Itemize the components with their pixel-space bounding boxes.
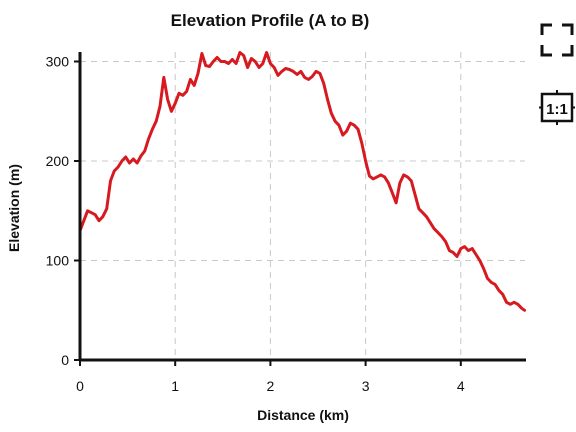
y-tick-label: 300 — [46, 54, 70, 70]
one-to-one-zoom-button[interactable]: 1:1 — [539, 90, 575, 126]
x-tick-label: 4 — [457, 378, 465, 394]
elevation-series-line — [78, 51, 527, 312]
fullscreen-button[interactable] — [539, 22, 575, 58]
y-tick-label: 0 — [61, 352, 69, 368]
one-to-one-label: 1:1 — [546, 101, 568, 118]
axis-ticks: 0 100 200 300 0 1 2 3 4 — [46, 54, 465, 395]
y-tick-label: 200 — [46, 153, 70, 169]
fullscreen-icon — [540, 23, 574, 57]
grid-lines — [80, 52, 525, 360]
one-to-one-icon: 1:1 — [539, 90, 575, 125]
x-tick-label: 2 — [267, 378, 275, 394]
chart-title: Elevation Profile (A to B) — [171, 11, 370, 30]
series-layer — [78, 51, 527, 312]
x-tick-label: 0 — [76, 378, 84, 394]
y-axis-label: Elevation (m) — [6, 164, 22, 252]
y-tick-label: 100 — [46, 253, 70, 269]
x-axis-label: Distance (km) — [257, 407, 349, 423]
x-tick-label: 1 — [171, 378, 179, 394]
x-tick-label: 3 — [362, 378, 370, 394]
